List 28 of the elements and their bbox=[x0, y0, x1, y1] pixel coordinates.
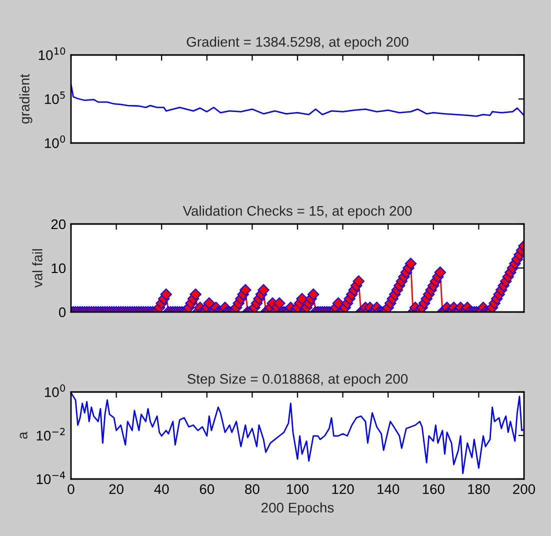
chart-title: Gradient = 1384.5298, at epoch 200 bbox=[186, 36, 408, 50]
y-tick-label: 20 bbox=[51, 219, 66, 230]
chart-title: Validation Checks = 15, at epoch 200 bbox=[182, 206, 412, 219]
x-tick-label: 0 bbox=[68, 484, 74, 494]
x-tick-label: 160 bbox=[422, 484, 444, 494]
y-axis-title: val fail bbox=[32, 249, 42, 288]
y-tick-label: 10$^{0}$ bbox=[44, 135, 66, 148]
line-series bbox=[71, 84, 524, 117]
x-tick-label: 200 bbox=[513, 484, 536, 494]
y-tick-label: 10$^{10}$ bbox=[38, 47, 66, 60]
y-tick-label: 10$^{5}$ bbox=[44, 92, 65, 104]
x-tick-label: 120 bbox=[332, 484, 354, 494]
y-tick-label: 0 bbox=[58, 307, 66, 318]
y-tick-label: 10$^{−4}$ bbox=[36, 472, 66, 484]
x-tick-label: 100 bbox=[286, 484, 309, 494]
x-tick-label: 20 bbox=[109, 484, 124, 494]
y-axis-title: gradient bbox=[19, 74, 32, 124]
x-tick-label: 180 bbox=[468, 484, 490, 494]
x-tick-label: 140 bbox=[378, 484, 400, 494]
y-tick-label: 10$^{0}$ bbox=[44, 384, 66, 398]
y-axis-title: a bbox=[20, 432, 28, 439]
y-tick-label: 10 bbox=[52, 263, 66, 274]
y-tick-label: 10$^{−2}$ bbox=[36, 428, 65, 441]
x-tick-label: 40 bbox=[154, 484, 169, 494]
x-axis-title: 200 Epochs bbox=[262, 502, 334, 516]
x-tick-label: 80 bbox=[245, 484, 260, 494]
chart-title: Step Size = 0.018868, at epoch 200 bbox=[188, 374, 408, 387]
x-tick-label: 60 bbox=[200, 484, 214, 494]
